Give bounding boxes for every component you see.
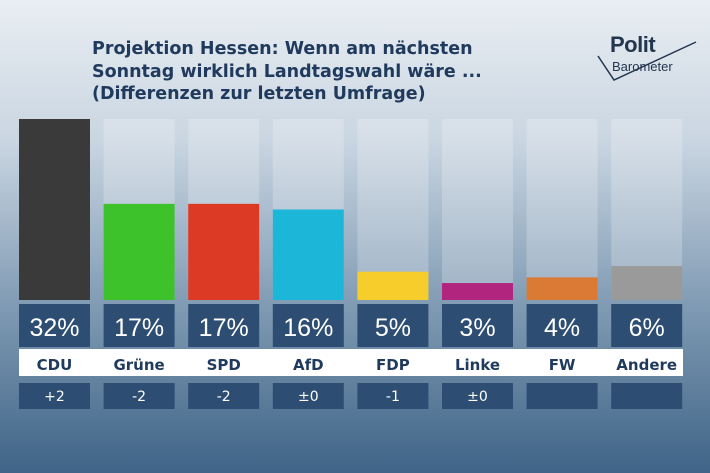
category-label-spd: SPD [207,356,241,374]
bar-linke [442,283,513,300]
value-label-gr-ne: 17% [114,314,164,342]
politbarometer-logo: Polit Barometer [596,30,700,82]
logo-check-icon [597,41,697,81]
diff-label-linke: ±0 [467,389,488,405]
category-label-andere: Andere [616,356,677,374]
category-label-fw: FW [549,356,576,374]
value-label-andere: 6% [629,314,665,342]
title-line-1: Projektion Hessen: Wenn am nächsten [92,39,473,59]
chart-title: Projektion Hessen: Wenn am nächsten Sonn… [92,38,532,106]
bar-fw [526,277,598,300]
diff-box-spd [188,383,260,409]
category-label-cdu: CDU [37,356,73,374]
diff-label-spd: -2 [217,389,231,405]
diff-box-afd [272,383,344,409]
value-box-linke [442,304,513,347]
value-label-afd: 16% [283,314,333,342]
value-box-fw [526,304,598,347]
diff-box-gr-ne [103,383,175,409]
diff-label-cdu: +2 [44,389,65,405]
diff-box-linke [442,383,513,409]
value-box-gr-ne [103,304,175,347]
category-label-linke: Linke [455,356,500,374]
bar-spd [188,203,260,300]
category-label-gr-ne: Grüne [113,356,164,374]
column-bg-linke [442,119,513,300]
category-band [19,349,683,376]
diff-box-andere [611,383,683,409]
value-label-linke: 3% [459,314,495,342]
bar-fdp [357,271,429,300]
bar-andere [611,266,683,300]
title-line-2: Sonntag wirklich Landtagswahl wäre ... [92,61,482,82]
value-box-fdp [357,304,429,347]
value-box-afd [272,304,344,347]
diff-label-afd: ±0 [298,389,319,405]
value-label-cdu: 32% [29,314,79,342]
logo-text-barometer: Barometer [612,59,673,74]
diff-label-fdp: -1 [386,389,400,405]
column-bg-fdp [357,119,429,300]
diff-box-fw [526,383,598,409]
logo-text-polit: Polit [610,32,656,57]
bar-gr-ne [103,203,175,300]
value-label-fw: 4% [544,314,580,342]
value-box-cdu [19,304,90,347]
title-line-3: (Differenzen zur letzten Umfrage) [92,84,426,104]
category-label-afd: AfD [293,356,324,374]
bar-afd [272,209,344,300]
category-label-fdp: FDP [376,356,410,374]
value-label-spd: 17% [199,314,249,342]
value-label-fdp: 5% [375,314,411,342]
bar-cdu [19,119,90,300]
diff-label-gr-ne: -2 [132,389,146,405]
diff-box-fdp [357,383,429,409]
value-box-spd [188,304,260,347]
diff-box-cdu [19,383,90,409]
column-bg-fw [526,119,598,300]
value-box-andere [611,304,683,347]
